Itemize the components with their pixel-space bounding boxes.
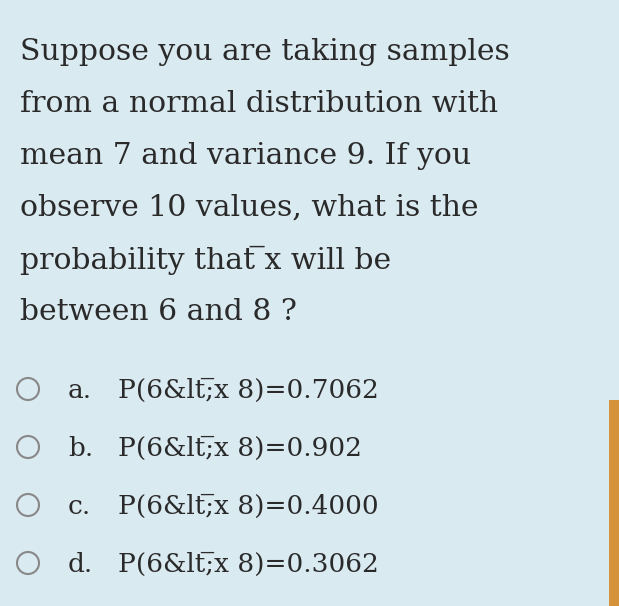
- Text: a.: a.: [68, 378, 92, 403]
- Text: P(6&lt;̅x 8)=0.3062: P(6&lt;̅x 8)=0.3062: [118, 552, 379, 577]
- Text: from a normal distribution with: from a normal distribution with: [20, 90, 498, 118]
- Text: mean 7 and variance 9. If you: mean 7 and variance 9. If you: [20, 142, 471, 170]
- Text: observe 10 values, what is the: observe 10 values, what is the: [20, 194, 478, 222]
- Text: d.: d.: [68, 552, 93, 577]
- Circle shape: [17, 436, 39, 458]
- Text: Suppose you are taking samples: Suppose you are taking samples: [20, 38, 510, 66]
- Bar: [609, 400, 619, 606]
- Text: c.: c.: [68, 494, 91, 519]
- Text: P(6&lt;̅x 8)=0.902: P(6&lt;̅x 8)=0.902: [118, 436, 362, 461]
- Circle shape: [17, 494, 39, 516]
- Text: P(6&lt;̅x 8)=0.7062: P(6&lt;̅x 8)=0.7062: [118, 378, 379, 403]
- Text: probability that ̅x will be: probability that ̅x will be: [20, 246, 391, 275]
- Text: P(6&lt;̅x 8)=0.4000: P(6&lt;̅x 8)=0.4000: [118, 494, 379, 519]
- Text: between 6 and 8 ?: between 6 and 8 ?: [20, 298, 297, 326]
- Circle shape: [17, 378, 39, 400]
- Circle shape: [17, 552, 39, 574]
- Text: b.: b.: [68, 436, 93, 461]
